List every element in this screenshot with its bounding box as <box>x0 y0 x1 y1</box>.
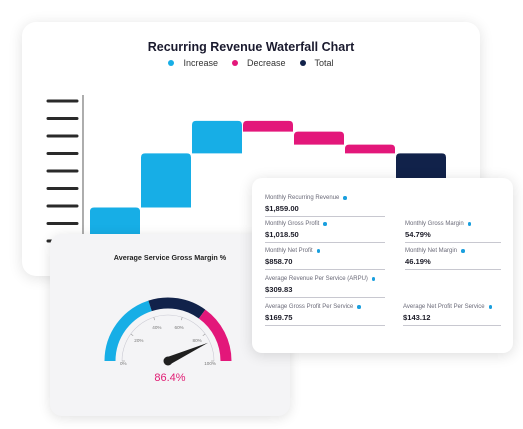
metric-gross-profit-value: $1,018.50 <box>265 230 299 239</box>
metric-mrr: Monthly Recurring Revenue $1,859.00 <box>265 195 385 217</box>
gauge-band <box>104 300 152 362</box>
legend-label-increase: Increase <box>183 58 218 68</box>
info-dot-icon <box>461 249 465 253</box>
gauge-card: Average Service Gross Margin % 0% 20% 40% 6… <box>50 234 290 416</box>
metric-gross-profit-label: Monthly Gross Profit <box>265 221 320 227</box>
metric-gross-margin-value: 54.79% <box>405 230 431 239</box>
legend-label-decrease: Decrease <box>246 58 286 68</box>
legend-dot-increase <box>168 60 175 66</box>
legend-item-total[interactable]: Total <box>299 58 334 68</box>
metric-gross-margin: Monthly Gross Margin 54.79% <box>405 221 501 243</box>
gauge-tick-label: 80% <box>193 338 202 343</box>
gauge-tick-label: 100% <box>204 361 216 366</box>
metric-arpu: Average Revenue Per Service (ARPU) $309.… <box>265 276 385 298</box>
metric-net-profit: Monthly Net Profit $858.70 <box>265 248 385 270</box>
chart-title: Recurring Revenue Waterfall Chart <box>147 40 355 54</box>
divider <box>265 325 385 326</box>
info-dot-icon <box>323 222 327 226</box>
divider <box>405 269 501 270</box>
divider <box>265 297 385 298</box>
metric-net-profit-value: $858.70 <box>265 257 293 266</box>
metric-net-margin-value: 46.19% <box>405 257 431 266</box>
gauge-band <box>198 309 232 362</box>
divider <box>403 325 501 326</box>
gauge-tick <box>181 317 183 321</box>
metric-gross-margin-label: Monthly Gross Margin <box>405 221 464 227</box>
metric-net-margin-label: Monthly Net Margin <box>405 248 458 254</box>
legend-item-decrease[interactable]: Decrease <box>231 58 286 68</box>
metric-mrr-value: $1,859.00 <box>265 204 299 213</box>
legend-dot-total <box>299 60 306 66</box>
divider <box>405 242 501 243</box>
gauge-tick-label: 0% <box>120 361 127 366</box>
metric-avg-net-profit: Average Net Profit Per Service $143.12 <box>403 304 501 326</box>
metric-net-margin: Monthly Net Margin 46.19% <box>405 248 501 270</box>
metric-avg-gross-profit-label: Average Gross Profit Per Service <box>265 304 354 310</box>
metric-avg-net-profit-value: $143.12 <box>403 313 431 322</box>
info-dot-icon <box>343 196 347 200</box>
legend-dot-decrease <box>231 60 238 66</box>
metric-gross-profit: Monthly Gross Profit $1,018.50 <box>265 221 385 243</box>
info-dot-icon <box>488 305 493 309</box>
metric-arpu-label: Average Revenue Per Service (ARPU) <box>265 276 368 282</box>
divider <box>265 216 385 217</box>
metric-net-profit-label: Monthly Net Profit <box>265 248 313 254</box>
legend-label-total: Total <box>314 58 334 68</box>
legend-item-increase[interactable]: Increase <box>168 58 218 68</box>
gauge-tick <box>202 333 206 336</box>
metric-mrr-label: Monthly Recurring Revenue <box>265 195 340 201</box>
gauge-tick <box>153 317 155 321</box>
gauge-title: Average Service Gross Margin % <box>113 253 227 262</box>
divider <box>265 242 385 243</box>
info-dot-icon <box>467 222 472 226</box>
metric-avg-net-profit-label: Average Net Profit Per Service <box>403 304 485 310</box>
gauge-dial: 0% 20% 40% 60% 80% 100% <box>104 297 232 366</box>
chart-legend: Increase Decrease Total <box>22 58 480 68</box>
info-dot-icon <box>357 305 361 309</box>
metrics-card: Monthly Recurring Revenue $1,859.00 Mont… <box>252 178 513 353</box>
metric-arpu-value: $309.83 <box>265 285 293 294</box>
divider <box>265 269 385 270</box>
gauge-needle <box>166 342 209 365</box>
gauge-tick-label: 60% <box>175 325 184 330</box>
gauge-tick-label: 20% <box>134 338 143 343</box>
gauge-tick-label: 40% <box>152 325 161 330</box>
metric-avg-gross-profit-value: $169.75 <box>265 313 293 322</box>
info-dot-icon <box>316 249 321 253</box>
gauge-needle-hub <box>163 356 173 366</box>
metric-avg-gross-profit: Average Gross Profit Per Service $169.75 <box>265 304 385 326</box>
gauge-tick <box>130 333 134 336</box>
gauge-value: 86.4% <box>154 372 186 384</box>
gauge-inner-arc <box>121 314 215 362</box>
gauge-band <box>148 297 206 319</box>
info-dot-icon <box>371 277 376 281</box>
